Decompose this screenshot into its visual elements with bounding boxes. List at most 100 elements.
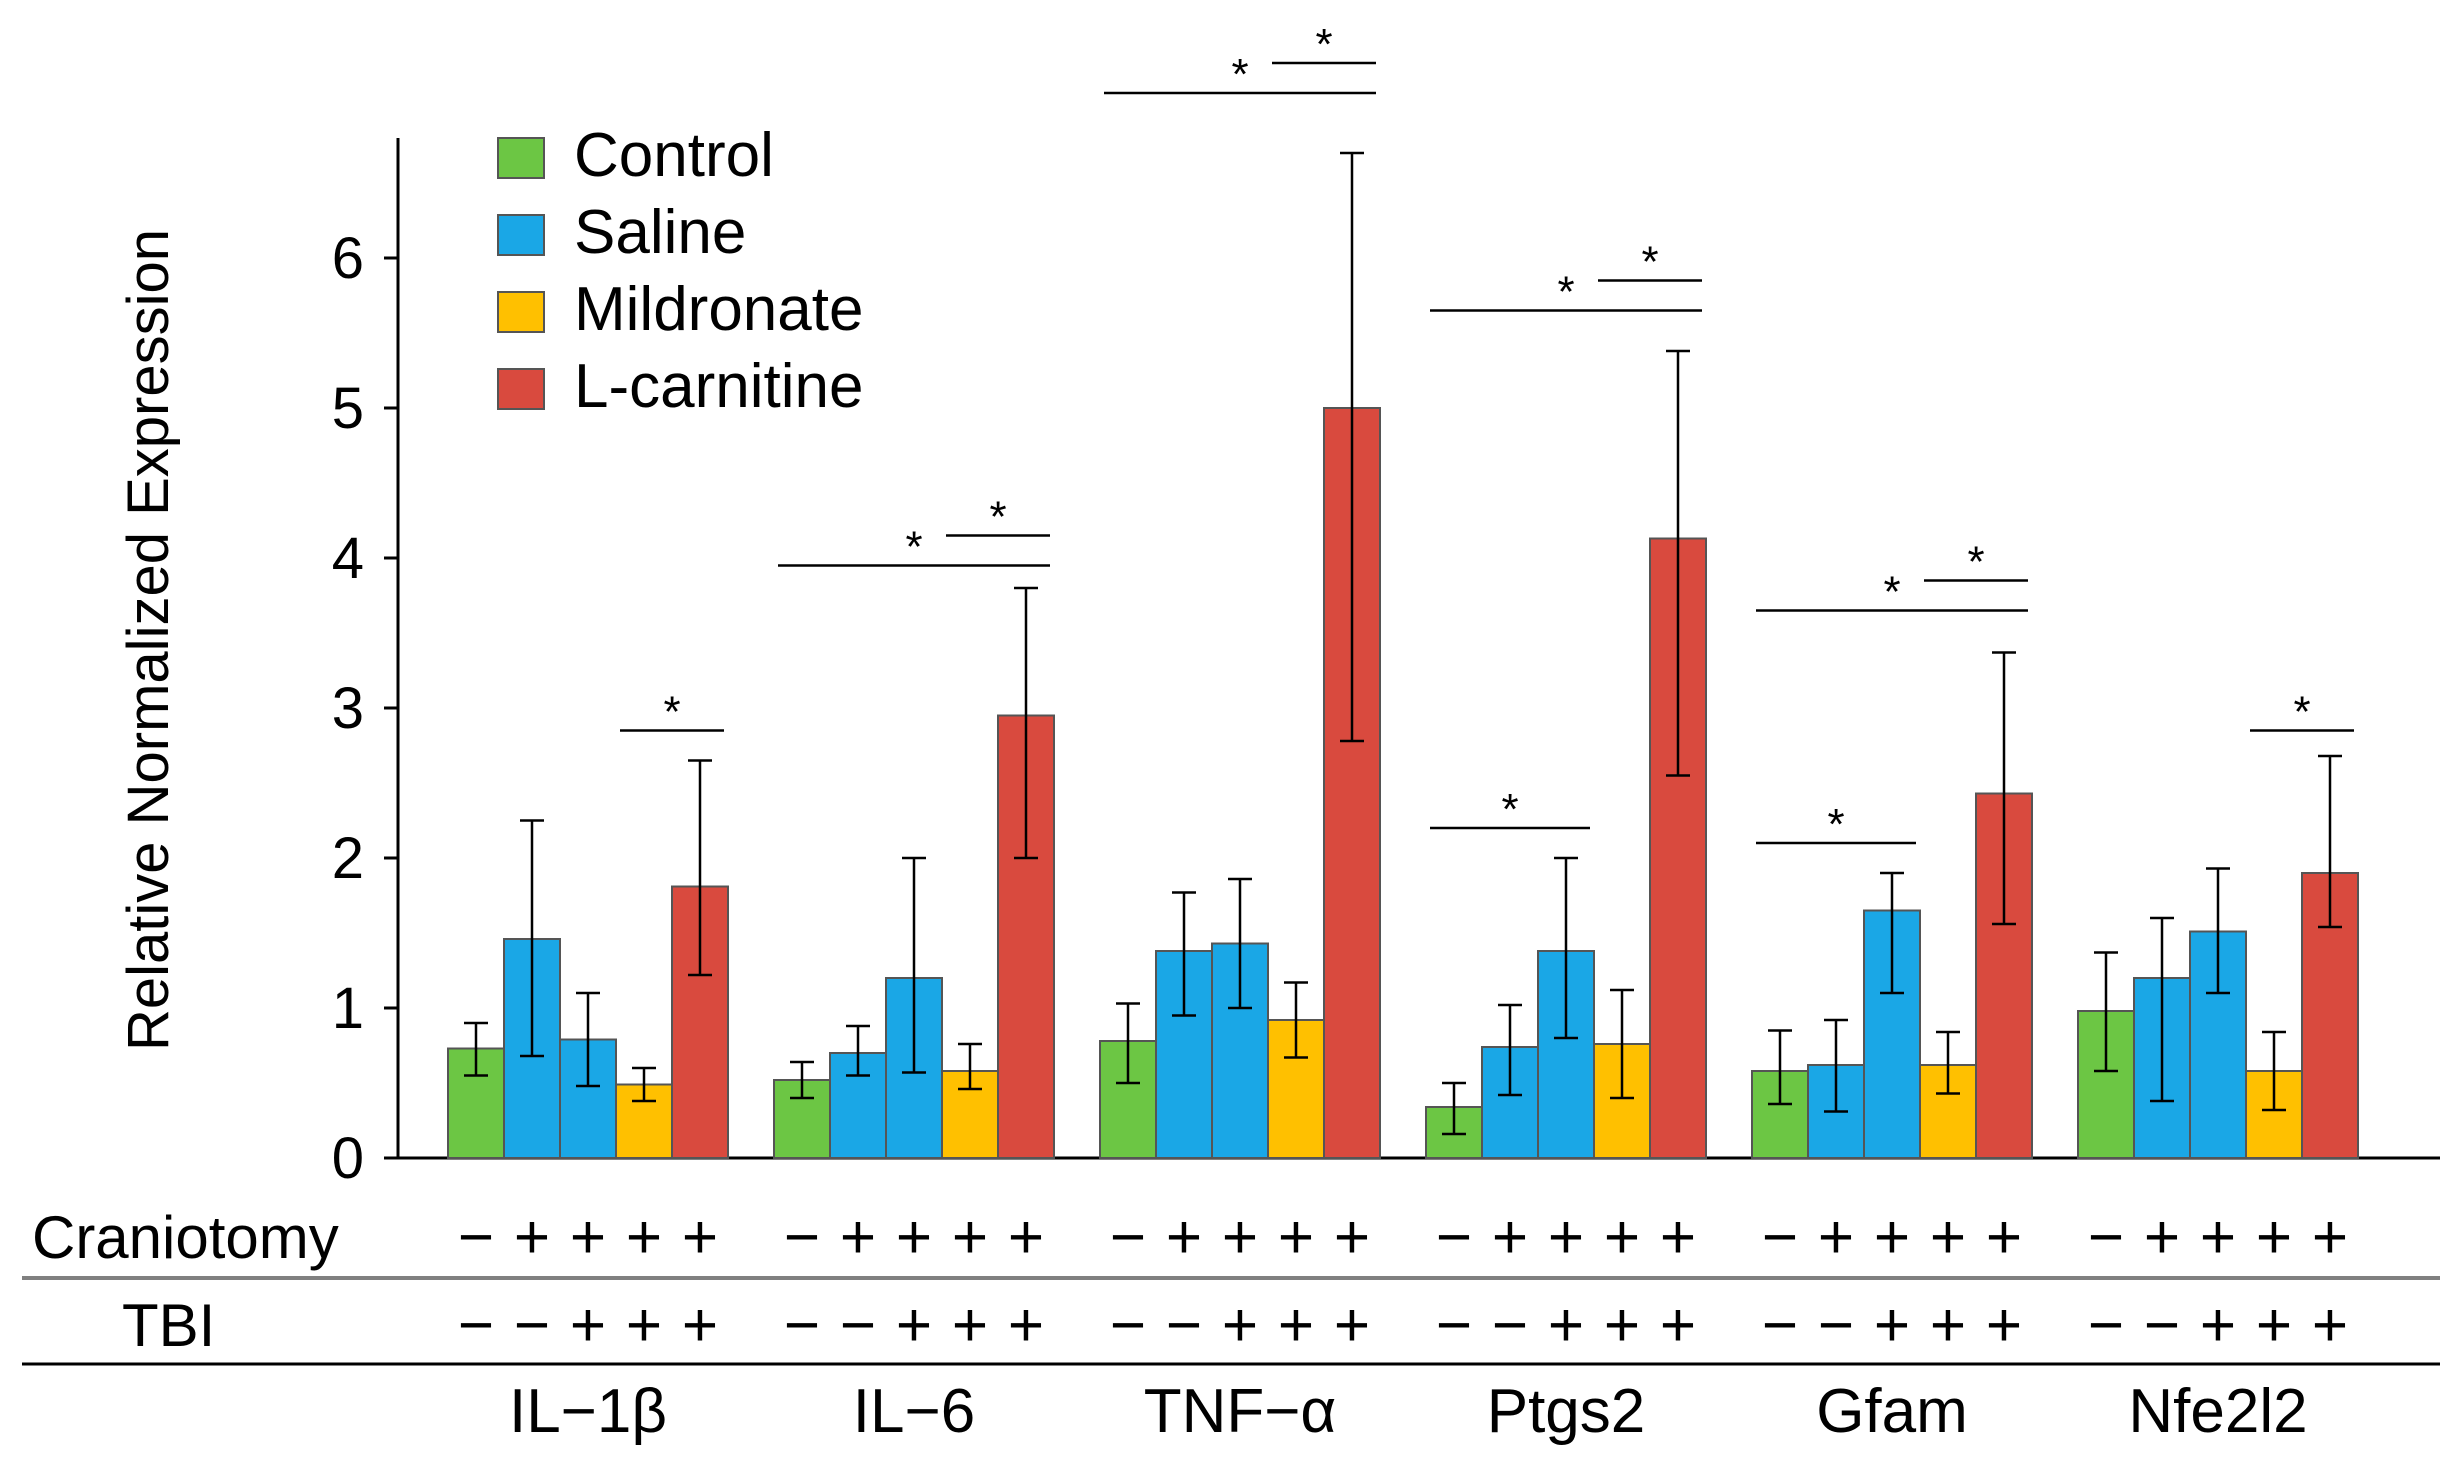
y-tick-label: 6 — [332, 226, 364, 291]
craniotomy-row-label: Craniotomy — [32, 1204, 339, 1271]
group-label: TNF−α — [1144, 1377, 1337, 1446]
significance-star: * — [1827, 800, 1844, 849]
tbi-sign: + — [570, 1291, 606, 1360]
craniotomy-sign: − — [1110, 1203, 1146, 1272]
significance-star: * — [2293, 688, 2310, 737]
tbi-sign: + — [626, 1291, 662, 1360]
significance-star: * — [663, 688, 680, 737]
legend: Control Saline Mildronate L-carnitine — [497, 121, 863, 421]
craniotomy-sign: − — [1762, 1203, 1798, 1272]
craniotomy-sign: + — [2256, 1203, 2292, 1272]
craniotomy-sign: + — [1604, 1203, 1640, 1272]
tbi-sign: − — [2144, 1291, 2180, 1360]
tbi-sign: − — [1436, 1291, 1472, 1360]
tbi-sign: − — [1492, 1291, 1528, 1360]
craniotomy-sign: − — [458, 1203, 494, 1272]
craniotomy-sign: − — [784, 1203, 820, 1272]
significance-star: * — [1557, 268, 1574, 317]
tbi-sign: + — [1008, 1291, 1044, 1360]
craniotomy-sign: + — [1166, 1203, 1202, 1272]
y-axis-label: Relative Normalized Expression — [116, 229, 181, 1051]
tbi-sign: − — [1110, 1291, 1146, 1360]
y-tick-label: 3 — [332, 676, 364, 741]
y-tick-label: 4 — [332, 526, 364, 591]
tbi-sign: + — [1660, 1291, 1696, 1360]
craniotomy-sign: + — [1334, 1203, 1370, 1272]
tbi-sign: + — [952, 1291, 988, 1360]
craniotomy-sign: + — [840, 1203, 876, 1272]
group-label: Nfe2l2 — [2128, 1377, 2307, 1446]
tbi-sign: + — [682, 1291, 718, 1360]
tbi-sign: + — [1278, 1291, 1314, 1360]
legend-label: Control — [574, 121, 774, 190]
legend-label: L-carnitine — [574, 352, 863, 421]
craniotomy-sign: + — [1660, 1203, 1696, 1272]
group-label: IL−1β — [509, 1377, 667, 1446]
tbi-sign: + — [2200, 1291, 2236, 1360]
craniotomy-sign: − — [1436, 1203, 1472, 1272]
tbi-sign: + — [1222, 1291, 1258, 1360]
craniotomy-sign: + — [1986, 1203, 2022, 1272]
craniotomy-sign: + — [1222, 1203, 1258, 1272]
tbi-sign: + — [1930, 1291, 1966, 1360]
significance-star: * — [1315, 20, 1332, 69]
significance-brackets: * * * * * * * * * * * * — [620, 20, 2354, 849]
significance-star: * — [989, 493, 1006, 542]
craniotomy-sign: − — [2088, 1203, 2124, 1272]
legend-swatch — [497, 137, 545, 179]
group-label: Gfam — [1816, 1377, 1968, 1446]
craniotomy-sign: + — [570, 1203, 606, 1272]
tbi-sign: − — [784, 1291, 820, 1360]
group-label: Ptgs2 — [1487, 1377, 1646, 1446]
y-axis: 0 1 2 3 4 5 6 — [332, 138, 2440, 1191]
tbi-row-label: TBI — [122, 1292, 215, 1359]
tbi-sign: + — [1334, 1291, 1370, 1360]
tbi-sign: + — [1548, 1291, 1584, 1360]
legend-label: Mildronate — [574, 275, 863, 344]
craniotomy-sign: + — [1818, 1203, 1854, 1272]
craniotomy-sign: + — [1278, 1203, 1314, 1272]
group-label: IL−6 — [853, 1377, 975, 1446]
significance-star: * — [1883, 568, 1900, 617]
craniotomy-sign: + — [514, 1203, 550, 1272]
tbi-sign: + — [1604, 1291, 1640, 1360]
bar-series — [447, 151, 2359, 1159]
legend-swatch — [497, 291, 545, 333]
y-tick-label: 2 — [332, 826, 364, 891]
tbi-sign: − — [1762, 1291, 1798, 1360]
craniotomy-sign: + — [1548, 1203, 1584, 1272]
legend-swatch — [497, 214, 545, 256]
y-tick-label: 1 — [332, 976, 364, 1041]
craniotomy-sign: + — [2200, 1203, 2236, 1272]
tbi-sign: − — [514, 1291, 550, 1360]
tbi-sign: + — [1874, 1291, 1910, 1360]
significance-star: * — [1501, 785, 1518, 834]
craniotomy-sign: + — [2144, 1203, 2180, 1272]
craniotomy-sign: + — [2312, 1203, 2348, 1272]
tbi-sign: − — [458, 1291, 494, 1360]
craniotomy-sign: + — [952, 1203, 988, 1272]
significance-star: * — [1231, 50, 1248, 99]
y-tick-label: 0 — [332, 1126, 364, 1191]
craniotomy-sign: + — [1930, 1203, 1966, 1272]
tbi-sign: − — [840, 1291, 876, 1360]
legend-swatch — [497, 368, 545, 410]
craniotomy-sign: + — [1874, 1203, 1910, 1272]
condition-table: Craniotomy TBI −−+−++++++IL−1β−−+−++++++… — [22, 1203, 2440, 1446]
y-tick-label: 5 — [332, 376, 364, 441]
craniotomy-sign: + — [626, 1203, 662, 1272]
tbi-sign: − — [2088, 1291, 2124, 1360]
tbi-sign: + — [2256, 1291, 2292, 1360]
craniotomy-sign: + — [1008, 1203, 1044, 1272]
craniotomy-sign: + — [682, 1203, 718, 1272]
tbi-sign: + — [1986, 1291, 2022, 1360]
legend-label: Saline — [574, 198, 746, 267]
craniotomy-sign: + — [896, 1203, 932, 1272]
tbi-sign: − — [1166, 1291, 1202, 1360]
tbi-sign: + — [896, 1291, 932, 1360]
tbi-sign: − — [1818, 1291, 1854, 1360]
significance-star: * — [1967, 538, 1984, 587]
bar-mildronate — [615, 1083, 673, 1159]
tbi-sign: + — [2312, 1291, 2348, 1360]
